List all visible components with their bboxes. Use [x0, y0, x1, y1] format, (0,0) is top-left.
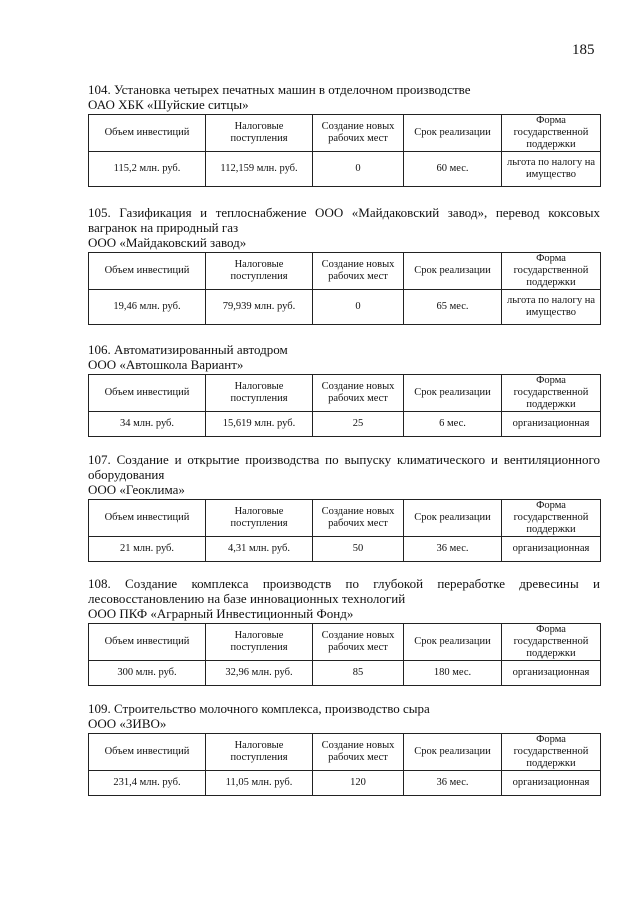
column-header: Объем инвестиций [88, 623, 206, 661]
table-cell: организационная [501, 770, 601, 796]
table-cell: 50 [312, 536, 404, 562]
column-header: Объем инвестиций [88, 374, 206, 412]
column-header: Объем инвестиций [88, 499, 206, 537]
project-section: 109. Строительство молочного комплекса, … [88, 701, 601, 796]
table-cell: 4,31 млн. руб. [205, 536, 313, 562]
project-table: Объем инвестиций Налоговые поступления Соз… [88, 252, 601, 325]
column-header: Срок реализации [403, 252, 502, 290]
column-header: Создание новых рабочих мест [312, 114, 404, 152]
column-header: Налоговые поступления [205, 623, 313, 661]
table-cell: 19,46 млн. руб. [88, 289, 206, 325]
column-header: Налоговые поступления [205, 252, 313, 290]
column-header: Налоговые поступления [205, 374, 313, 412]
project-company: ООО «Автошкола Вариант» [88, 357, 244, 372]
column-header: Объем инвестиций [88, 252, 206, 290]
project-table: Объем инвестиций Налоговые поступления Соз… [88, 374, 601, 437]
page-number: 185 [572, 42, 595, 58]
column-header: Срок реализации [403, 623, 502, 661]
project-title: 109. Строительство молочного комплекса, … [88, 701, 430, 716]
project-company: ООО «ЗИВО» [88, 716, 167, 731]
column-header: Срок реализации [403, 374, 502, 412]
project-title: 107. Создание и открытие производства по… [88, 452, 600, 482]
column-header: Объем инвестиций [88, 114, 206, 152]
table-cell: 60 мес. [403, 151, 502, 187]
table-cell: 34 млн. руб. [88, 411, 206, 437]
column-header: Налоговые поступления [205, 499, 313, 537]
project-title: 104. Установка четырех печатных машин в … [88, 82, 471, 97]
project-title: 108. Создание комплекса производств по г… [88, 576, 600, 606]
table-cell: 231,4 млн. руб. [88, 770, 206, 796]
project-section: 104. Установка четырех печатных машин в … [88, 82, 601, 187]
table-cell: 21 млн. руб. [88, 536, 206, 562]
project-company: ООО ПКФ «Аграрный Инвестиционный Фонд» [88, 606, 354, 621]
project-title: 106. Автоматизированный автодром [88, 342, 288, 357]
column-header: Создание новых рабочих мест [312, 374, 404, 412]
table-cell: 36 мес. [403, 770, 502, 796]
table-cell: организационная [501, 411, 601, 437]
column-header: Создание новых рабочих мест [312, 252, 404, 290]
project-section: 108. Создание комплекса производств по г… [88, 576, 601, 686]
table-cell: льгота по налогу на имущество [501, 289, 601, 325]
table-cell: 79,939 млн. руб. [205, 289, 313, 325]
column-header: Создание новых рабочих мест [312, 499, 404, 537]
column-header: Форма государственной поддержки [501, 374, 601, 412]
project-company: ООО «Майдаковский завод» [88, 235, 247, 250]
column-header: Налоговые поступления [205, 114, 313, 152]
column-header: Объем инвестиций [88, 733, 206, 771]
column-header: Срок реализации [403, 114, 502, 152]
column-header: Срок реализации [403, 733, 502, 771]
project-title: 105. Газификация и теплоснабжение ООО «М… [88, 205, 600, 235]
column-header: Налоговые поступления [205, 733, 313, 771]
table-cell: 300 млн. руб. [88, 660, 206, 686]
table-cell: 11,05 млн. руб. [205, 770, 313, 796]
table-cell: 6 мес. [403, 411, 502, 437]
table-cell: 0 [312, 289, 404, 325]
project-company: ОАО ХБК «Шуйские ситцы» [88, 97, 249, 112]
project-section: 105. Газификация и теплоснабжение ООО «М… [88, 205, 601, 325]
table-cell: 32,96 млн. руб. [205, 660, 313, 686]
column-header: Создание новых рабочих мест [312, 623, 404, 661]
column-header: Форма государственной поддержки [501, 114, 601, 152]
column-header: Срок реализации [403, 499, 502, 537]
table-cell: 65 мес. [403, 289, 502, 325]
table-cell: организационная [501, 660, 601, 686]
table-cell: 120 [312, 770, 404, 796]
table-cell: 85 [312, 660, 404, 686]
column-header: Форма государственной поддержки [501, 252, 601, 290]
table-cell: 25 [312, 411, 404, 437]
table-cell: 115,2 млн. руб. [88, 151, 206, 187]
project-table: Объем инвестиций Налоговые поступления Соз… [88, 114, 601, 187]
table-cell: организационная [501, 536, 601, 562]
project-company: ООО «Геоклима» [88, 482, 185, 497]
table-cell: 0 [312, 151, 404, 187]
table-cell: 112,159 млн. руб. [205, 151, 313, 187]
project-section: 107. Создание и открытие производства по… [88, 452, 601, 562]
table-cell: 180 мес. [403, 660, 502, 686]
column-header: Создание новых рабочих мест [312, 733, 404, 771]
column-header: Форма государственной поддержки [501, 499, 601, 537]
project-table: Объем инвестиций Налоговые поступления Соз… [88, 733, 601, 796]
project-section: 106. Автоматизированный автодром ООО «Авт… [88, 342, 601, 437]
project-table: Объем инвестиций Налоговые поступления Соз… [88, 499, 601, 562]
table-cell: 15,619 млн. руб. [205, 411, 313, 437]
column-header: Форма государственной поддержки [501, 623, 601, 661]
table-cell: 36 мес. [403, 536, 502, 562]
project-table: Объем инвестиций Налоговые поступления Соз… [88, 623, 601, 686]
column-header: Форма государственной поддержки [501, 733, 601, 771]
table-cell: льгота по налогу на имущество [501, 151, 601, 187]
